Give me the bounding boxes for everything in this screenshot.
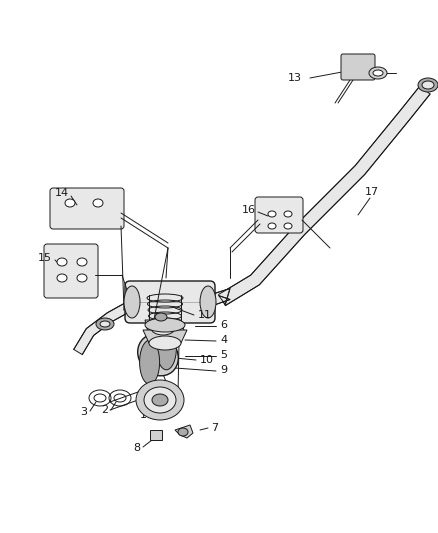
Ellipse shape <box>284 223 292 229</box>
Text: 14: 14 <box>55 188 69 198</box>
Ellipse shape <box>57 274 67 282</box>
Text: 15: 15 <box>38 253 52 263</box>
FancyBboxPatch shape <box>50 188 124 229</box>
Ellipse shape <box>369 67 387 79</box>
Ellipse shape <box>77 274 87 282</box>
Ellipse shape <box>77 258 87 266</box>
Polygon shape <box>143 330 187 343</box>
Polygon shape <box>210 288 230 305</box>
Polygon shape <box>219 86 430 305</box>
Text: 4: 4 <box>220 335 228 345</box>
Text: 2: 2 <box>102 405 109 415</box>
Ellipse shape <box>155 313 167 321</box>
Ellipse shape <box>138 334 178 376</box>
Ellipse shape <box>178 428 188 436</box>
Ellipse shape <box>200 286 216 318</box>
Ellipse shape <box>57 258 67 266</box>
Ellipse shape <box>65 199 75 207</box>
FancyBboxPatch shape <box>255 197 303 233</box>
Text: 6: 6 <box>220 320 227 330</box>
Ellipse shape <box>100 321 110 327</box>
Ellipse shape <box>151 321 175 335</box>
Polygon shape <box>145 320 185 336</box>
Ellipse shape <box>149 336 181 350</box>
Ellipse shape <box>124 286 140 318</box>
Text: 9: 9 <box>220 365 228 375</box>
Text: 16: 16 <box>242 205 256 215</box>
Text: 1: 1 <box>139 410 146 420</box>
Ellipse shape <box>96 318 114 330</box>
Polygon shape <box>74 303 131 354</box>
Ellipse shape <box>418 78 438 92</box>
Polygon shape <box>175 425 193 438</box>
Ellipse shape <box>284 211 292 217</box>
Text: 17: 17 <box>365 187 379 197</box>
FancyBboxPatch shape <box>125 281 215 323</box>
Ellipse shape <box>268 223 276 229</box>
Polygon shape <box>150 430 162 440</box>
Text: 3: 3 <box>81 407 88 417</box>
Ellipse shape <box>156 326 177 370</box>
Ellipse shape <box>93 199 103 207</box>
Ellipse shape <box>145 318 185 332</box>
Ellipse shape <box>422 81 434 89</box>
Text: 5: 5 <box>220 350 227 360</box>
Ellipse shape <box>136 380 184 420</box>
Text: 13: 13 <box>288 73 302 83</box>
Text: 10: 10 <box>200 355 214 365</box>
Ellipse shape <box>373 70 383 76</box>
Ellipse shape <box>268 211 276 217</box>
Ellipse shape <box>144 387 176 413</box>
Text: 8: 8 <box>134 443 141 453</box>
Ellipse shape <box>140 340 159 384</box>
FancyBboxPatch shape <box>44 244 98 298</box>
Text: 7: 7 <box>212 423 219 433</box>
Ellipse shape <box>152 394 168 406</box>
Text: 11: 11 <box>198 310 212 320</box>
FancyBboxPatch shape <box>341 54 375 80</box>
